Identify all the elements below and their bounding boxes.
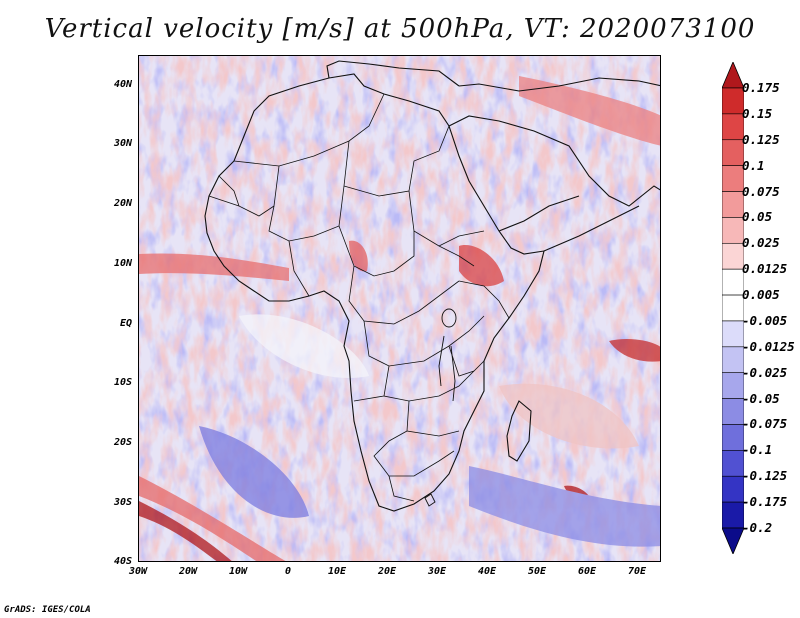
- lon-label-70e: 70E: [627, 566, 647, 577]
- colorbar-tick-label: 0.1: [742, 157, 765, 173]
- colorbar-tick-label: 0.075: [742, 183, 780, 199]
- colorbar-swatch: [722, 242, 744, 270]
- colorbar-swatch: [722, 475, 744, 503]
- velocity-patches: [139, 76, 660, 561]
- colorbar-swatch: [722, 501, 744, 529]
- colorbar-swatch: [722, 87, 744, 115]
- lon-label-30w: 30W: [128, 566, 148, 577]
- lat-label-30n: 30N: [113, 138, 132, 149]
- lakes: [424, 308, 457, 507]
- colorbar-tick-label: -0.2: [742, 520, 773, 535]
- lon-label-20e: 20E: [377, 566, 397, 577]
- lon-label-30e: 30E: [427, 566, 447, 577]
- map-plot-area: [138, 55, 661, 562]
- colorbar-swatch: [722, 113, 744, 141]
- lon-label-40e: 40E: [477, 566, 497, 577]
- colorbar-tick-label: -0.0125: [742, 338, 795, 354]
- lat-label-30s: 30S: [113, 497, 132, 508]
- colorbar-top-arrow: [722, 62, 744, 89]
- colorbar-tick-label: 0.05: [742, 209, 773, 225]
- colorbar-swatch: [722, 165, 744, 192]
- colorbar-swatch: [722, 424, 744, 451]
- colorbar-swatch: [722, 346, 744, 374]
- lat-label-40s: 40S: [113, 556, 132, 567]
- map-canvas: [139, 56, 660, 561]
- colorbar-swatch: [722, 372, 744, 399]
- colorbar-swatch: [722, 450, 744, 477]
- colorbar-swatch: [722, 191, 744, 218]
- colorbar-swatch: [722, 398, 744, 425]
- colorbar-swatch: [722, 268, 744, 296]
- lat-label-20s: 20S: [113, 437, 132, 448]
- colorbar-tick-label: 0.175: [742, 80, 780, 95]
- map-title: Vertical velocity [m/s] at 500hPa, VT: 2…: [44, 14, 756, 44]
- colorbar: [722, 62, 744, 554]
- lon-label-0: 0: [284, 566, 292, 577]
- lat-label-10n: 10N: [113, 258, 132, 269]
- colorbar-tick-label: 0.125: [742, 131, 780, 147]
- colorbar-tick-label: -0.175: [742, 494, 788, 510]
- lat-label-40n: 40N: [113, 79, 132, 90]
- colorbar-swatch: [722, 320, 744, 348]
- coastlines: [204, 60, 660, 512]
- colorbar-tick-label: -0.1: [742, 442, 773, 458]
- colorbar-tick-label: 0.15: [742, 105, 773, 121]
- lon-label-10w: 10W: [228, 566, 248, 577]
- velocity-field-texture: [139, 56, 660, 561]
- colorbar-swatch: [722, 217, 744, 244]
- lat-label-10s: 10S: [113, 377, 132, 388]
- grads-credit: GrADS: IGES/COLA: [4, 605, 91, 615]
- lon-label-50e: 50E: [527, 566, 547, 577]
- colorbar-tick-label: 0.005: [742, 287, 780, 303]
- country-borders: [208, 93, 510, 502]
- colorbar-tick-label: -0.125: [742, 468, 788, 484]
- lat-label-eq: EQ: [119, 318, 132, 329]
- colorbar-tick-label: -0.075: [742, 416, 788, 432]
- colorbar-bottom-arrow: [722, 527, 744, 554]
- lon-label-10e: 10E: [327, 566, 347, 577]
- colorbar-swatch: [722, 139, 744, 166]
- lon-label-60e: 60E: [577, 566, 597, 577]
- colorbar-tick-label: -0.005: [742, 312, 788, 328]
- lat-label-20n: 20N: [113, 198, 132, 209]
- colorbar-swatch: [722, 294, 744, 322]
- lon-label-20w: 20W: [178, 566, 198, 577]
- colorbar-tick-label: 0.0125: [742, 261, 788, 277]
- colorbar-tick-label: 0.025: [742, 235, 780, 251]
- colorbar-tick-label: -0.025: [742, 364, 788, 380]
- colorbar-tick-label: -0.05: [742, 390, 780, 406]
